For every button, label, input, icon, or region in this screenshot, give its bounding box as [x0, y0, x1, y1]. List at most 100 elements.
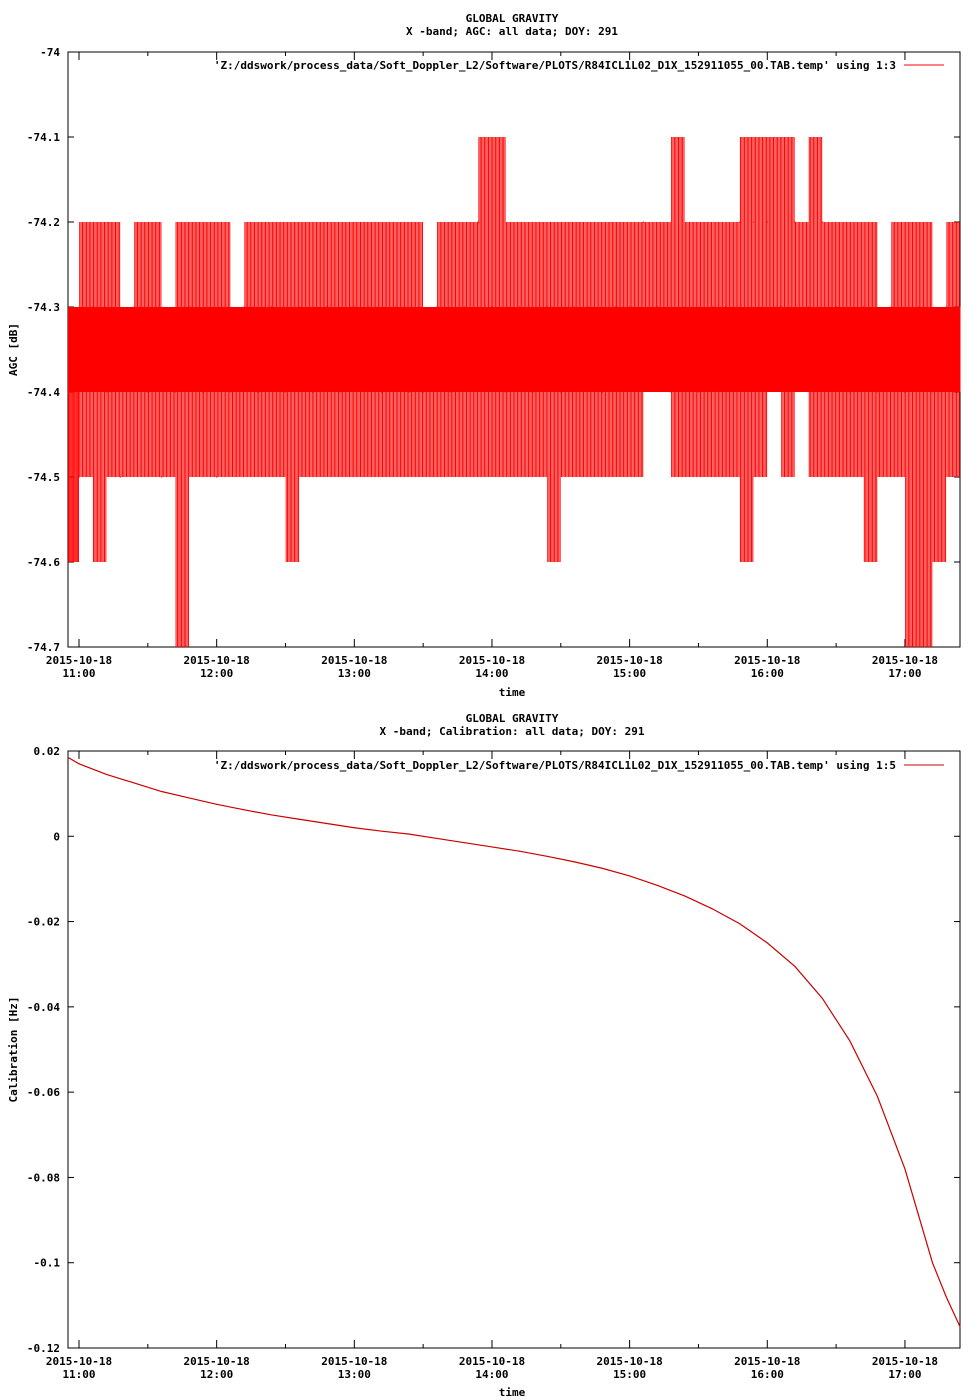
legend-label: 'Z:/ddswork/process_data/Soft_Doppler_L2… [214, 759, 896, 772]
data-point [766, 942, 768, 944]
y-tick-label: -0.06 [27, 1086, 60, 1099]
y-tick-label: -0.12 [27, 1342, 60, 1355]
data-band [712, 307, 727, 392]
data-band [670, 307, 686, 392]
data-point [642, 221, 644, 223]
data-band [450, 307, 465, 392]
data-point [133, 306, 135, 308]
data-band [257, 307, 273, 392]
x-tick-date-label: 2015-10-18 [597, 1355, 663, 1368]
data-point [477, 221, 479, 223]
x-tick-date-label: 2015-10-18 [459, 654, 525, 667]
data-band [478, 307, 493, 392]
data-point [711, 908, 713, 910]
series-line [67, 756, 961, 1327]
data-band [189, 307, 204, 392]
data-band [202, 307, 218, 392]
data-point [904, 391, 906, 393]
data-band [932, 307, 947, 392]
data-point [133, 782, 135, 784]
data-point [161, 476, 163, 478]
data-band [134, 307, 149, 392]
data-band [299, 307, 314, 392]
data-point [518, 306, 521, 308]
data-band [436, 307, 452, 392]
data-point [601, 867, 603, 869]
y-tick-label: -74.5 [27, 471, 60, 484]
data-band [643, 307, 658, 392]
x-tick-date-label: 2015-10-18 [184, 1355, 250, 1368]
x-tick-date-label: 2015-10-18 [184, 654, 250, 667]
data-band [216, 307, 231, 392]
data-point [353, 306, 355, 308]
data-point [436, 306, 438, 308]
y-tick-label: -74.2 [27, 216, 60, 229]
data-band [79, 307, 94, 392]
x-tick-time-label: 14:00 [475, 1368, 508, 1381]
data-point [876, 391, 879, 393]
data-point [436, 837, 438, 839]
data-point [945, 1296, 947, 1298]
data-point [202, 391, 204, 393]
data-point [794, 965, 796, 967]
data-point [615, 306, 617, 308]
x-tick-time-label: 12:00 [200, 667, 233, 680]
y-axis-label: AGC [dB] [7, 323, 20, 376]
y-tick-label: -0.1 [34, 1257, 61, 1270]
y-axis-label: Calibration [Hz] [7, 997, 20, 1103]
data-point [271, 814, 273, 816]
data-band [588, 307, 603, 392]
data-band [423, 307, 438, 392]
data-point [505, 391, 507, 393]
y-tick-label: 0 [53, 830, 60, 843]
data-point [656, 884, 658, 886]
data-point [697, 391, 700, 393]
data-point [381, 391, 383, 393]
data-point [463, 306, 466, 308]
x-tick-date-label: 2015-10-18 [734, 654, 800, 667]
data-point [574, 861, 576, 863]
data-band [313, 307, 328, 392]
data-band [491, 307, 507, 392]
data-band [946, 307, 961, 392]
data-point [367, 306, 369, 308]
data-band [244, 307, 259, 392]
data-point [147, 391, 149, 393]
x-tick-date-label: 2015-10-18 [872, 654, 938, 667]
data-band [326, 307, 342, 392]
data-band [464, 307, 479, 392]
y-tick-label: 0.02 [34, 745, 61, 758]
data-point [546, 306, 548, 308]
data-band [395, 307, 410, 392]
data-point [326, 822, 328, 824]
x-tick-time-label: 11:00 [62, 667, 95, 680]
plot-frame [67, 750, 961, 1349]
data-band [602, 307, 617, 392]
data-band [230, 307, 245, 392]
data-band [161, 307, 176, 392]
data-point [119, 476, 121, 478]
data-point [807, 306, 810, 308]
x-tick-time-label: 17:00 [888, 667, 921, 680]
data-point [876, 1095, 878, 1097]
data-point [794, 221, 796, 223]
data-point [629, 306, 631, 308]
data-point [188, 797, 190, 799]
data-point [339, 391, 342, 393]
data-point [491, 846, 493, 848]
x-tick-date-label: 2015-10-18 [46, 1355, 112, 1368]
x-tick-date-label: 2015-10-18 [321, 1355, 387, 1368]
data-point [450, 391, 452, 393]
x-tick-time-label: 15:00 [613, 1368, 646, 1381]
data-point [863, 306, 865, 308]
data-point [904, 1168, 906, 1170]
x-axis-label: time [499, 686, 526, 699]
x-tick-date-label: 2015-10-18 [872, 1355, 938, 1368]
data-point [381, 830, 383, 832]
y-tick-label: -74.3 [27, 301, 60, 314]
data-band [877, 307, 892, 392]
data-point [546, 855, 548, 857]
x-tick-time-label: 16:00 [751, 1368, 784, 1381]
y-tick-label: -74 [40, 46, 60, 59]
data-band [409, 307, 424, 392]
